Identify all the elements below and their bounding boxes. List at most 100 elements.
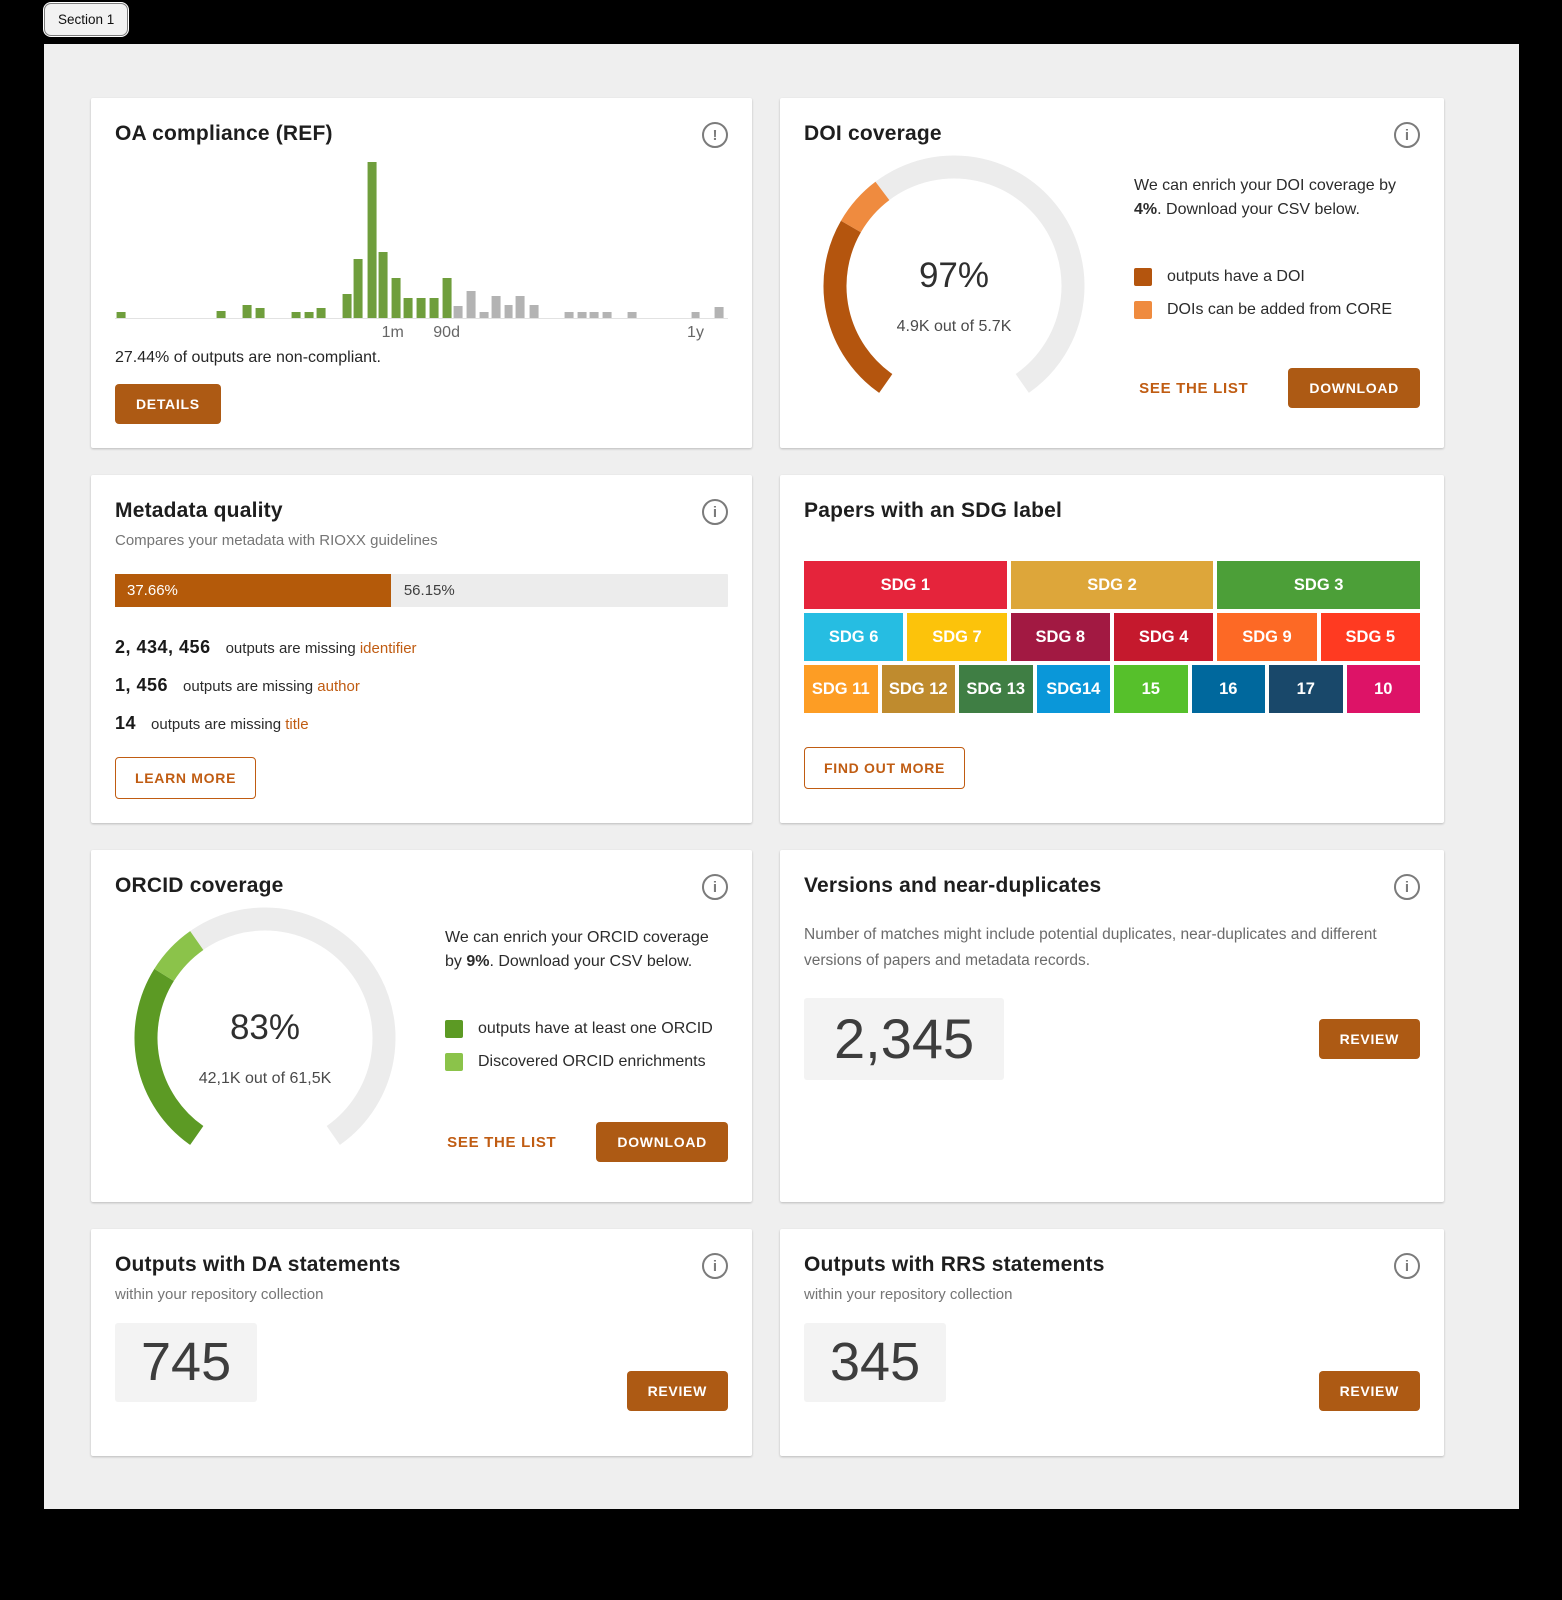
- orcid-gauge-sublabel: 42,1K out of 61,5K: [198, 1070, 332, 1087]
- metadata-quality-progress-bar: 37.66% 56.15%: [115, 574, 728, 607]
- oa-compliance-bar-chart: [115, 158, 728, 319]
- progress-remainder-segment: 56.15%: [403, 582, 455, 599]
- non-compliant-bar: [577, 311, 587, 318]
- compliant-bar: [342, 293, 352, 318]
- review-button[interactable]: REVIEW: [1318, 1371, 1420, 1412]
- card-metadata-quality: Metadata quality i Compares your metadat…: [91, 475, 752, 823]
- stat-text: outputs are missing: [151, 716, 286, 733]
- stat-text: outputs are missing: [183, 678, 318, 695]
- sdg-card-title: Papers with an SDG label: [804, 499, 1063, 522]
- card-doi-coverage: DOI coverage i 97% 4.9K out of 5.7K We c…: [780, 98, 1444, 448]
- legend-item: Discovered ORCID enrichments: [445, 1053, 728, 1071]
- sdg-tile: SDG 9: [1217, 613, 1317, 661]
- sdg-tile: 17: [1269, 665, 1343, 713]
- card-versions-near-duplicates: Versions and near-duplicates i Number of…: [780, 850, 1444, 1202]
- compliant-bar: [242, 304, 252, 318]
- download-button[interactable]: DOWNLOAD: [1288, 368, 1420, 408]
- info-circle-icon[interactable]: i: [1394, 122, 1420, 148]
- info-circle-icon[interactable]: i: [1394, 874, 1420, 900]
- compliant-bar: [429, 297, 439, 318]
- non-compliant-bar: [627, 311, 637, 318]
- non-compliant-bar: [466, 291, 476, 318]
- non-compliant-bar: [602, 311, 612, 318]
- x-axis-tick-label: 90d: [433, 323, 460, 341]
- non-compliant-bar: [504, 304, 513, 318]
- info-circle-icon[interactable]: i: [1394, 1253, 1420, 1279]
- compliant-bar: [391, 278, 401, 318]
- legend-item: DOIs can be added from CORE: [1134, 301, 1420, 319]
- compliant-bar: [316, 308, 326, 318]
- progress-filled-segment: 37.66%: [115, 574, 391, 607]
- find-out-more-button[interactable]: FIND OUT MORE: [804, 747, 966, 789]
- sdg-tile: SDG 2: [1010, 561, 1214, 609]
- review-button[interactable]: REVIEW: [1318, 1018, 1420, 1059]
- versions-description: Number of matches might include potentia…: [804, 926, 1377, 969]
- legend-swatch-icon: [445, 1053, 463, 1071]
- gauge-segment: [154, 931, 204, 982]
- versions-count: 2,345: [804, 998, 1005, 1080]
- da-subtitle: within your repository collection: [115, 1286, 324, 1303]
- dashboard-panel: OA compliance (REF) ! 1m 90d 1y 27.44% of …: [44, 44, 1519, 1509]
- details-button[interactable]: DETAILS: [115, 384, 221, 424]
- alert-circle-icon[interactable]: !: [702, 122, 728, 148]
- da-card-title: Outputs with DA statements: [115, 1253, 401, 1276]
- compliant-bar: [379, 251, 388, 318]
- non-compliant-bar: [453, 305, 463, 318]
- non-compliant-bar: [714, 307, 724, 318]
- gauge-segment: [840, 181, 890, 233]
- doi-enrich-text: We can enrich your DOI coverage by 4%. D…: [1134, 177, 1397, 218]
- orcid-legend: outputs have at least one ORCID Discovere…: [445, 1020, 728, 1086]
- card-rrs-statements: Outputs with RRS statements i within you…: [780, 1229, 1444, 1456]
- legend-swatch-icon: [1134, 301, 1152, 319]
- non-compliant-bar: [589, 311, 599, 318]
- legend-label: Discovered ORCID enrichments: [478, 1053, 706, 1070]
- non-compliant-bar: [479, 311, 489, 318]
- doi-gauge: 97% 4.9K out of 5.7K: [804, 150, 1134, 424]
- sdg-row: SDG 1 SDG 2 SDG 3: [804, 561, 1421, 609]
- metadata-subtitle: Compares your metadata with RIOXX guidel…: [115, 532, 438, 549]
- compliant-bar: [367, 162, 377, 318]
- sdg-tile: 10: [1346, 665, 1420, 713]
- orcid-gauge-arc: [134, 907, 396, 1145]
- compliant-bar: [416, 297, 426, 318]
- legend-label: DOIs can be added from CORE: [1167, 301, 1392, 318]
- doi-gauge-sublabel: 4.9K out of 5.7K: [896, 318, 1012, 335]
- stat-number: 14: [115, 713, 137, 733]
- card-sdg-labels: Papers with an SDG label SDG 1 SDG 2 SDG 3…: [780, 475, 1444, 823]
- legend-item: outputs have a DOI: [1134, 268, 1420, 286]
- stat-keyword: title: [285, 716, 309, 733]
- orcid-gauge-percent: 83%: [229, 1008, 301, 1047]
- compliant-bar: [255, 308, 265, 318]
- download-button[interactable]: DOWNLOAD: [596, 1122, 728, 1162]
- info-circle-icon[interactable]: i: [702, 874, 728, 900]
- see-the-list-button[interactable]: SEE THE LIST: [1139, 379, 1249, 397]
- sdg-tile: SDG14: [1036, 665, 1110, 713]
- section-tab[interactable]: Section 1: [44, 3, 129, 36]
- gauge-segment: [134, 968, 204, 1145]
- learn-more-button[interactable]: LEARN MORE: [115, 757, 257, 799]
- info-circle-icon[interactable]: i: [702, 1253, 728, 1279]
- orcid-card-title: ORCID coverage: [115, 874, 284, 897]
- oa-noncompliant-note: 27.44% of outputs are non-compliant.: [115, 349, 381, 366]
- card-orcid-coverage: ORCID coverage i 83% 42,1K out of 61,5K …: [91, 850, 752, 1202]
- versions-card-title: Versions and near-duplicates: [804, 874, 1102, 897]
- review-button[interactable]: REVIEW: [626, 1371, 728, 1412]
- info-circle-icon[interactable]: i: [702, 499, 728, 525]
- legend-label: outputs have at least one ORCID: [478, 1020, 713, 1037]
- card-oa-compliance: OA compliance (REF) ! 1m 90d 1y 27.44% of …: [91, 98, 752, 448]
- compliant-bar: [292, 311, 301, 318]
- da-count: 745: [115, 1323, 258, 1403]
- legend-swatch-icon: [445, 1020, 463, 1038]
- sdg-tile-grid: SDG 1 SDG 2 SDG 3 SDG 6 SDG 7 SDG 8 SDG 4 SDG 9…: [804, 561, 1421, 713]
- compliant-bar: [116, 311, 126, 318]
- sdg-tile: SDG 6: [804, 613, 904, 661]
- sdg-tile: SDG 4: [1113, 613, 1214, 661]
- missing-field-stat: 1, 456 outputs are missing author: [115, 675, 728, 696]
- sdg-row: SDG 11 SDG 12 SDG 13 SDG14 15 16 17 10: [804, 665, 1420, 713]
- see-the-list-button[interactable]: SEE THE LIST: [447, 1133, 557, 1151]
- sdg-tile: SDG 12: [881, 665, 955, 713]
- sdg-tile: SDG 3: [1217, 561, 1421, 609]
- legend-swatch-icon: [1134, 268, 1152, 286]
- x-axis-tick-label: 1m: [381, 323, 404, 341]
- sdg-tile: SDG 13: [959, 665, 1033, 713]
